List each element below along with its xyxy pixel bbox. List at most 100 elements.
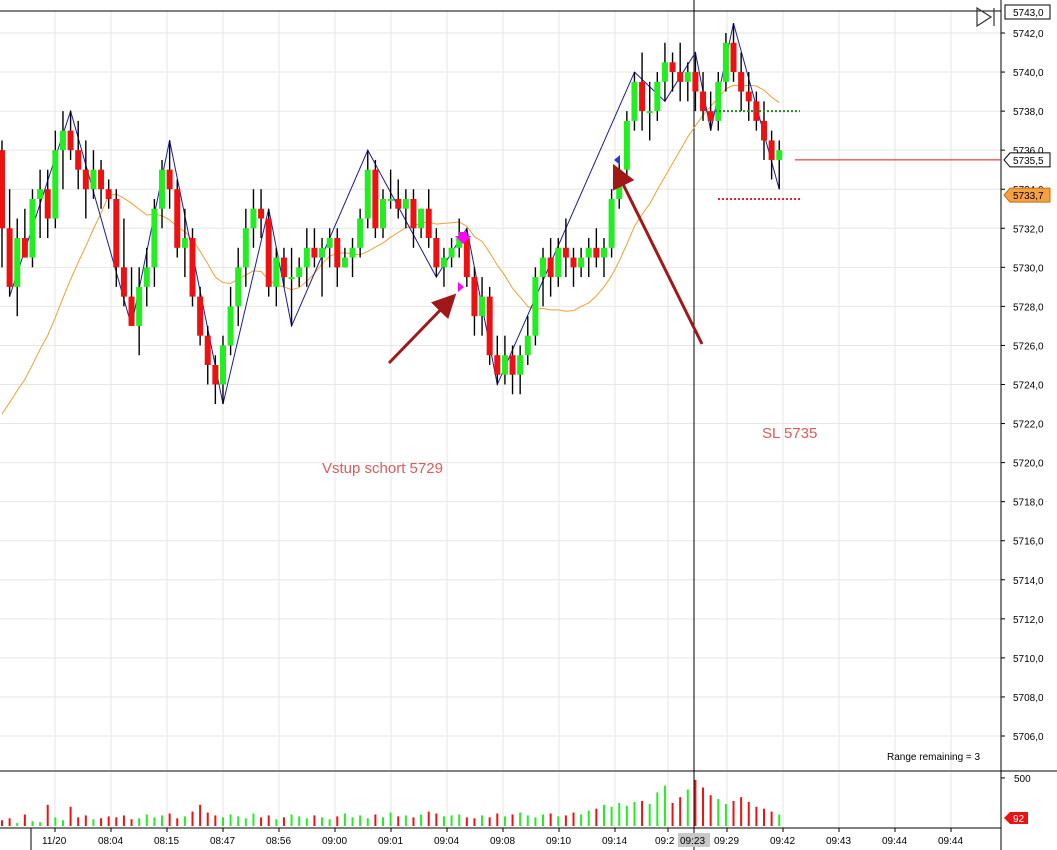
candle-up[interactable] — [418, 208, 425, 239]
candle-down[interactable] — [692, 52, 699, 112]
candle-down[interactable] — [471, 267, 478, 336]
candle-up[interactable] — [715, 72, 722, 131]
candle-up[interactable] — [517, 345, 524, 395]
candle-up[interactable] — [288, 247, 295, 326]
candle-up[interactable] — [448, 238, 455, 268]
candle-up[interactable] — [242, 208, 249, 287]
candle-down[interactable] — [98, 159, 105, 209]
candle-up[interactable] — [159, 159, 166, 229]
candle-up[interactable] — [151, 198, 158, 287]
candle-down[interactable] — [395, 179, 402, 219]
candle-down[interactable] — [700, 72, 707, 121]
candle-down[interactable] — [677, 42, 684, 102]
candle-up[interactable] — [578, 247, 585, 278]
candle-up[interactable] — [227, 286, 234, 356]
candle-down[interactable] — [105, 179, 112, 209]
candle-down[interactable] — [639, 52, 646, 131]
candle-down[interactable] — [707, 91, 714, 131]
candle-down[interactable] — [486, 286, 493, 365]
candle-up[interactable] — [532, 267, 539, 346]
candle-up[interactable] — [501, 335, 508, 385]
candle-up[interactable] — [646, 81, 653, 141]
candle-up[interactable] — [479, 277, 486, 336]
candle-down[interactable] — [425, 189, 432, 248]
candle-up[interactable] — [52, 130, 59, 229]
candle-up[interactable] — [296, 257, 303, 287]
candle-down[interactable] — [334, 228, 341, 287]
candle-up[interactable] — [722, 33, 729, 92]
candle-up[interactable] — [524, 316, 531, 365]
candle-down[interactable] — [562, 218, 569, 278]
candle-up[interactable] — [90, 150, 97, 199]
candle-up[interactable] — [654, 72, 661, 121]
candle-up[interactable] — [349, 238, 356, 278]
candle-down[interactable] — [67, 111, 74, 160]
candle-up[interactable] — [219, 335, 226, 405]
candle-down[interactable] — [197, 286, 204, 346]
candle-down[interactable] — [669, 52, 676, 92]
candle-down[interactable] — [494, 335, 501, 385]
candle-down[interactable] — [212, 355, 219, 405]
candle-up[interactable] — [608, 189, 615, 258]
candle-down[interactable] — [174, 179, 181, 258]
candle-up[interactable] — [631, 72, 638, 131]
candle-up[interactable] — [235, 247, 242, 326]
candle-up[interactable] — [776, 140, 783, 190]
candle-down[interactable] — [547, 238, 554, 297]
candle-up[interactable] — [585, 238, 592, 278]
candle-up[interactable] — [555, 238, 562, 287]
candles-layer[interactable] — [0, 23, 783, 405]
candle-up[interactable] — [143, 247, 150, 307]
candle-up[interactable] — [616, 159, 623, 209]
candle-up[interactable] — [364, 150, 371, 229]
candle-down[interactable] — [730, 23, 737, 82]
candle-down[interactable] — [128, 267, 135, 326]
candle-down[interactable] — [44, 169, 51, 239]
candle-up[interactable] — [319, 238, 326, 297]
candle-up[interactable] — [14, 218, 21, 317]
candle-down[interactable] — [6, 189, 13, 297]
candle-down[interactable] — [113, 189, 120, 287]
candle-up[interactable] — [440, 247, 447, 287]
candle-up[interactable] — [540, 247, 547, 307]
candle-down[interactable] — [75, 120, 82, 190]
candle-down[interactable] — [745, 72, 752, 121]
candle-up[interactable] — [181, 208, 188, 278]
candle-down[interactable] — [509, 345, 516, 395]
scroll-to-end-icon[interactable] — [976, 6, 995, 28]
candle-down[interactable] — [738, 52, 745, 112]
candle-up[interactable] — [136, 267, 143, 356]
candle-down[interactable] — [204, 325, 211, 385]
candle-down[interactable] — [280, 247, 287, 287]
candle-down[interactable] — [82, 140, 89, 219]
candle-down[interactable] — [189, 228, 196, 307]
candle-up[interactable] — [273, 247, 280, 307]
candle-up[interactable] — [684, 62, 691, 102]
candle-up[interactable] — [303, 228, 310, 287]
candle-up[interactable] — [623, 111, 630, 180]
candle-up[interactable] — [250, 189, 257, 248]
candle-up[interactable] — [29, 189, 36, 268]
candle-down[interactable] — [21, 208, 28, 258]
candle-up[interactable] — [402, 189, 409, 229]
candle-down[interactable] — [265, 208, 272, 297]
candle-down[interactable] — [768, 130, 775, 180]
price-axis[interactable] — [1001, 32, 1005, 737]
candle-up[interactable] — [357, 208, 364, 258]
candle-down[interactable] — [570, 247, 577, 287]
candle-up[interactable] — [326, 228, 333, 268]
candle-down[interactable] — [410, 189, 417, 248]
candle-up[interactable] — [59, 111, 66, 190]
candle-up[interactable] — [600, 238, 607, 278]
candle-down[interactable] — [311, 228, 318, 268]
candle-down[interactable] — [0, 140, 5, 268]
candle-up[interactable] — [387, 169, 394, 209]
candle-up[interactable] — [380, 189, 386, 239]
candle-down[interactable] — [166, 140, 173, 209]
candle-down[interactable] — [258, 189, 265, 239]
candle-up[interactable] — [661, 42, 668, 102]
candle-down[interactable] — [593, 228, 600, 268]
candle-down[interactable] — [120, 218, 127, 307]
candle-down[interactable] — [433, 228, 440, 278]
candle-up[interactable] — [341, 247, 348, 268]
